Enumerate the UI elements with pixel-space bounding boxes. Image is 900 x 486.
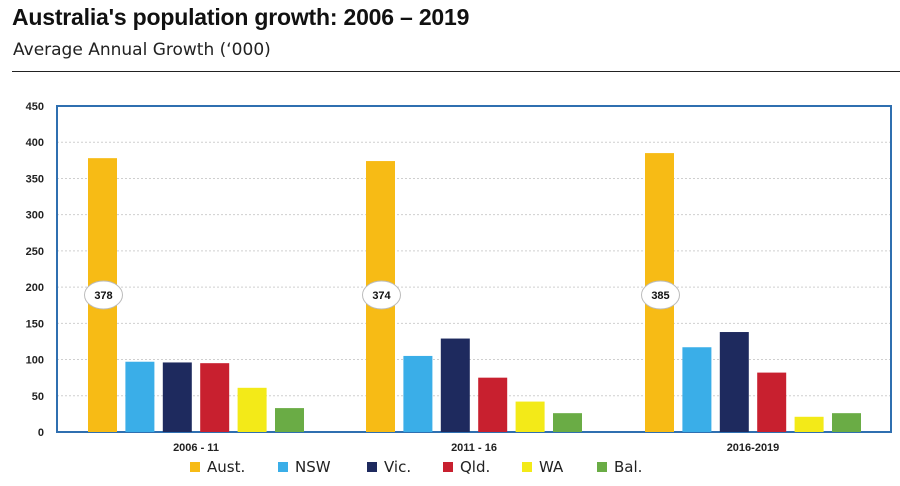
y-tick-label: 100 [26, 355, 44, 367]
bar-vic [440, 338, 470, 432]
bar-nsw [403, 355, 433, 432]
legend-label: Aust. [207, 458, 246, 476]
legend-label: Bal. [614, 458, 643, 476]
y-tick-label: 150 [26, 318, 44, 330]
y-tick-label: 200 [26, 282, 44, 294]
legend-swatch [278, 462, 288, 472]
chart-title: Australia's population growth: 2006 – 20… [12, 4, 470, 30]
legend-item: Bal. [597, 456, 642, 478]
data-label: 374 [372, 290, 391, 302]
legend-item: Aust. [190, 456, 245, 478]
y-tick-label: 50 [32, 391, 44, 403]
title-divider [12, 71, 900, 72]
chart-subtitle: Average Annual Growth (‘000) [13, 40, 271, 60]
bar-vic [719, 332, 749, 432]
bar-qld [757, 372, 787, 432]
legend-swatch [522, 462, 532, 472]
x-tick-label: 2016-2019 [727, 442, 780, 454]
bar-wa [794, 416, 824, 432]
y-tick-label: 0 [38, 427, 44, 439]
data-label: 385 [651, 290, 669, 302]
y-tick-label: 450 [26, 101, 44, 113]
bar-vic [162, 362, 192, 432]
y-tick-label: 350 [26, 173, 44, 185]
x-tick-label: 2006 - 11 [173, 442, 219, 454]
legend-label: Qld. [460, 458, 491, 476]
bar-nsw [125, 361, 155, 432]
y-tick-label: 300 [26, 210, 44, 222]
y-tick-label: 250 [26, 246, 44, 258]
legend-swatch [190, 462, 200, 472]
bar-wa [515, 401, 545, 432]
legend-label: NSW [295, 458, 331, 476]
data-label-bubble [641, 280, 680, 310]
legend-swatch [367, 462, 377, 472]
plot-frame [56, 105, 892, 433]
bar-qld [200, 363, 230, 432]
bar-bal [275, 408, 304, 432]
legend-swatch [443, 462, 453, 472]
legend-item: Vic. [367, 456, 411, 478]
legend-label: WA [539, 458, 564, 476]
legend-swatch [597, 462, 607, 472]
bar-nsw [682, 347, 712, 432]
bar-qld [478, 377, 508, 432]
bar-wa [237, 387, 267, 432]
legend-item: Qld. [443, 456, 490, 478]
bar-bal [832, 413, 861, 432]
chart-legend: Aust. NSW Vic. Qld. WA Bal. [0, 456, 900, 478]
bar-bal [553, 413, 582, 432]
legend-item: NSW [278, 456, 331, 478]
data-label-bubble [362, 280, 401, 310]
y-tick-label: 400 [26, 137, 44, 149]
x-tick-label: 2011 - 16 [451, 442, 497, 454]
data-label: 378 [94, 290, 112, 302]
data-label-bubble [84, 280, 123, 310]
legend-item: WA [522, 456, 563, 478]
legend-label: Vic. [384, 458, 412, 476]
